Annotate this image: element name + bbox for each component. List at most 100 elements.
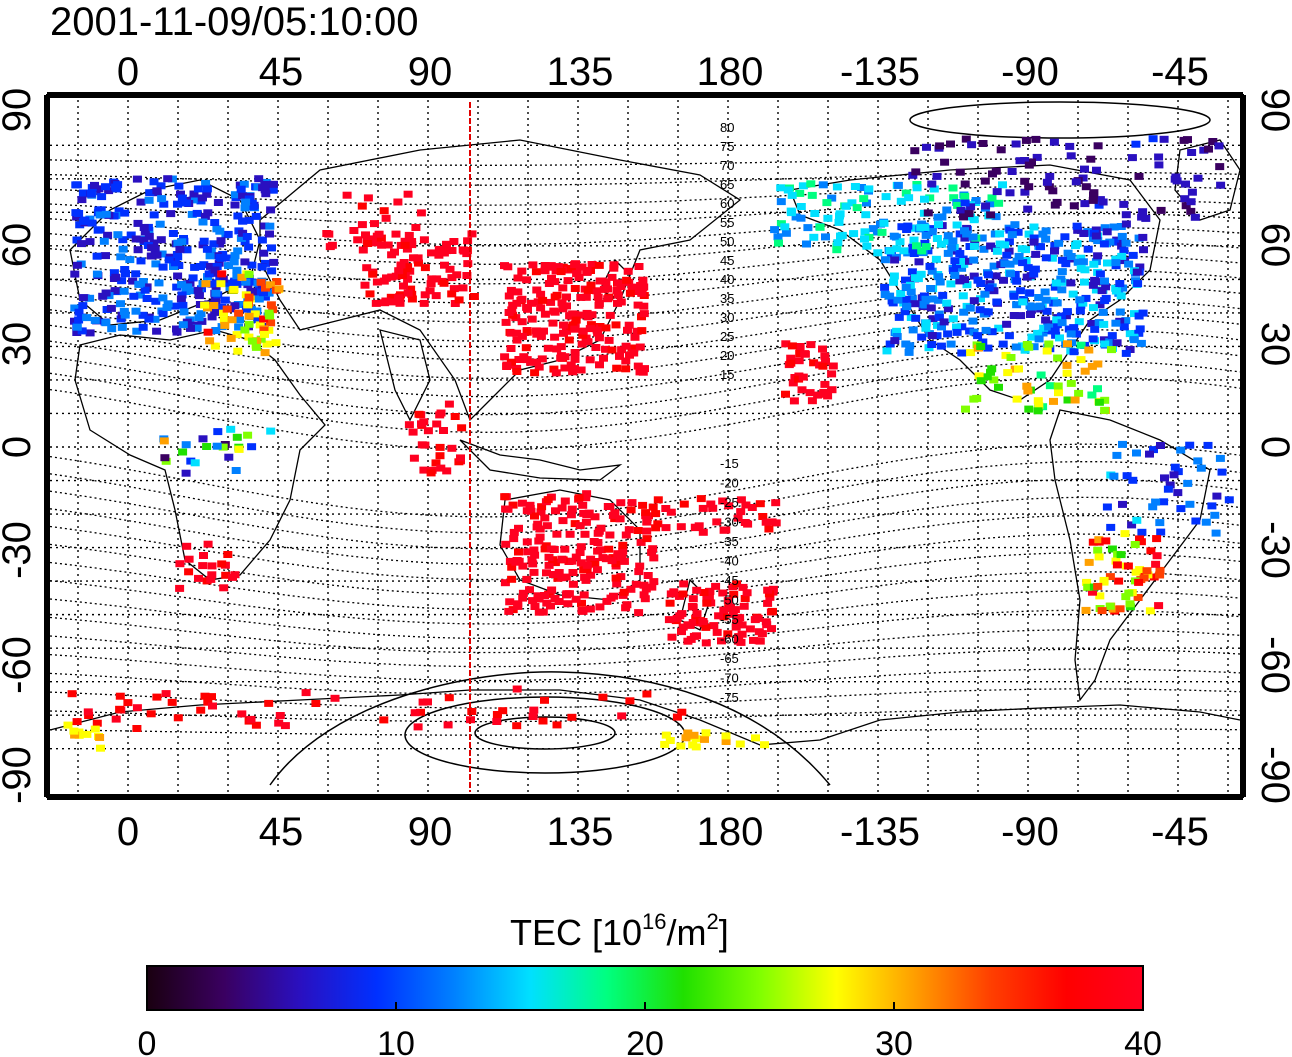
tec-point — [1080, 367, 1090, 375]
tec-point — [463, 260, 473, 268]
tec-point — [721, 526, 731, 534]
tec-point — [553, 263, 563, 271]
tec-point — [1215, 454, 1225, 462]
tec-point — [552, 721, 562, 729]
tec-point — [1091, 232, 1101, 240]
tec-point — [259, 326, 269, 334]
tec-point — [172, 251, 182, 258]
tec-point — [572, 270, 582, 278]
tec-point — [170, 302, 180, 310]
tec-point — [1092, 166, 1101, 174]
tec-point — [1152, 535, 1162, 543]
tec-point — [87, 219, 97, 227]
tec-point — [805, 389, 815, 397]
tec-point — [560, 497, 570, 505]
tec-point — [592, 566, 602, 574]
contour-line — [49, 668, 1241, 695]
tec-point — [207, 571, 217, 579]
colorbar-tick-label: 0 — [138, 1025, 157, 1057]
tec-point — [151, 297, 161, 305]
tec-point — [500, 262, 509, 270]
tec-point — [365, 290, 375, 298]
tec-point — [566, 361, 576, 369]
tec-point — [1086, 155, 1096, 163]
contour-line — [49, 648, 1241, 682]
tec-point — [937, 240, 946, 248]
tec-point — [649, 554, 659, 562]
tec-point — [86, 190, 96, 197]
tec-point — [1012, 277, 1022, 285]
tec-point — [167, 698, 177, 706]
tec-point — [1080, 165, 1089, 173]
tec-point — [409, 254, 418, 262]
tec-point — [1045, 172, 1055, 180]
tec-point — [889, 232, 899, 240]
tec-point — [688, 619, 698, 626]
tec-point — [211, 327, 221, 334]
tec-point — [1125, 330, 1135, 338]
magnetic-latitude-contours — [49, 101, 1241, 786]
tec-point — [611, 574, 621, 582]
tec-point — [536, 290, 546, 298]
tec-point — [649, 578, 659, 586]
tec-point — [592, 326, 602, 334]
tec-point — [1151, 498, 1161, 506]
right-axis-bar — [1240, 95, 1246, 797]
tec-point — [578, 501, 588, 509]
tec-point — [1100, 224, 1110, 232]
tec-point — [512, 329, 522, 337]
tec-point — [991, 272, 1001, 280]
tec-point — [1107, 545, 1117, 553]
tec-point — [959, 308, 969, 316]
tec-point — [678, 623, 688, 631]
tec-point — [418, 698, 428, 706]
tec-point — [1011, 140, 1021, 148]
tec-point — [1071, 242, 1080, 250]
tec-point — [761, 618, 771, 626]
tec-point — [901, 189, 911, 197]
tec-point — [1100, 277, 1109, 285]
tec-point — [1111, 557, 1121, 565]
contour-line — [49, 255, 1241, 304]
contour-line — [49, 571, 1241, 625]
tec-point — [902, 226, 912, 233]
left-axis-bar — [44, 95, 50, 797]
tec-point — [1053, 354, 1063, 362]
tec-point — [908, 326, 918, 334]
tec-point — [639, 591, 649, 599]
tec-point — [111, 715, 121, 723]
tec-point — [1069, 202, 1079, 210]
tec-point — [934, 313, 944, 321]
tec-point — [621, 531, 631, 539]
tec-point — [795, 343, 805, 350]
tec-point — [1061, 312, 1071, 320]
tec-point — [233, 247, 243, 255]
tec-point — [399, 282, 408, 290]
tec-point — [639, 283, 649, 291]
tec-point — [577, 599, 586, 607]
tec-point — [198, 241, 208, 249]
tec-point — [701, 639, 711, 647]
tec-point — [266, 206, 276, 214]
tec-point — [984, 271, 993, 279]
tec-point — [912, 242, 921, 250]
tec-point — [679, 580, 689, 588]
tec-point — [1130, 541, 1140, 548]
tec-point — [426, 280, 436, 288]
tec-point — [174, 182, 184, 190]
tec-point — [382, 274, 391, 282]
tec-point — [1129, 336, 1139, 344]
tec-point — [1139, 246, 1148, 254]
tec-point — [72, 329, 82, 336]
tec-point — [538, 296, 548, 304]
tec-point — [504, 292, 514, 300]
tec-point — [1089, 304, 1098, 312]
tec-point — [633, 301, 643, 309]
contour-label: -40 — [720, 554, 739, 569]
tec-point — [596, 546, 606, 554]
tec-point — [548, 319, 558, 327]
tec-point — [251, 343, 261, 351]
tec-point — [661, 505, 671, 512]
tec-point — [164, 256, 174, 264]
tec-point — [559, 329, 568, 337]
